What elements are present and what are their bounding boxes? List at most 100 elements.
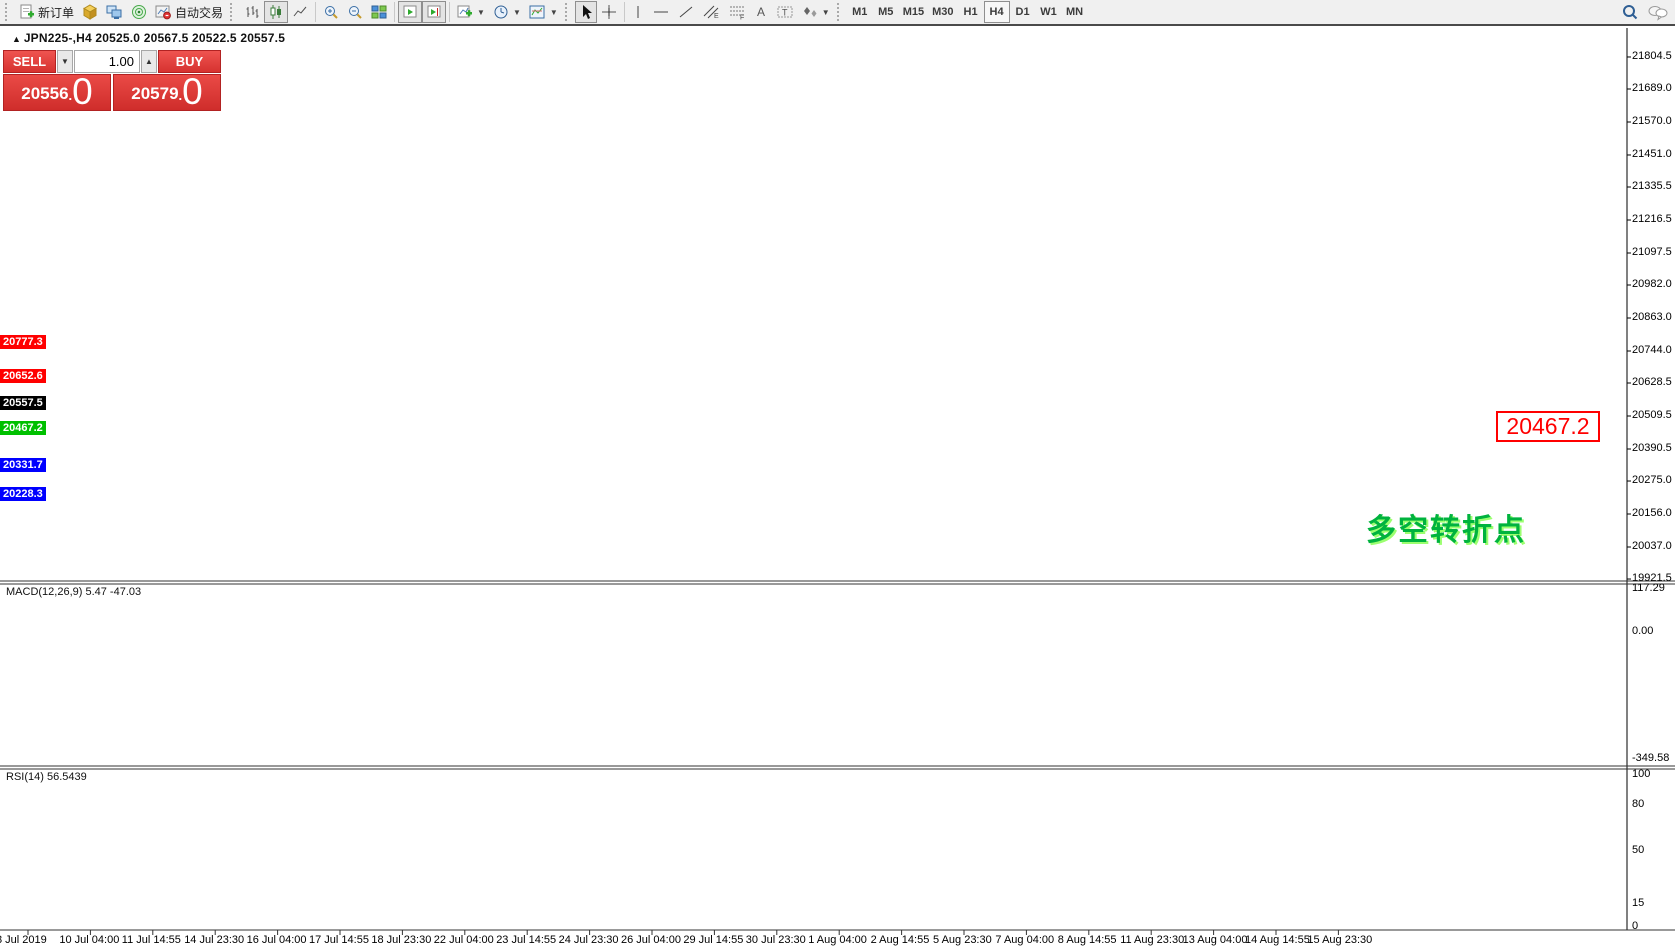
new-order-label: 新订单 xyxy=(38,5,75,20)
templates-icon xyxy=(529,4,546,20)
chart-title: ▲ JPN225-,H4 20525.0 20567.5 20522.5 205… xyxy=(12,31,285,45)
package-button[interactable] xyxy=(78,1,102,23)
price-axis-tick: 21451.0 xyxy=(1632,147,1672,160)
indicators-icon xyxy=(457,4,473,20)
indicators-button[interactable]: ▼ xyxy=(453,1,489,23)
time-axis-label: 17 Jul 14:55 xyxy=(309,934,369,946)
text-button[interactable]: A xyxy=(750,1,772,23)
chevron-down-icon: ▼ xyxy=(512,7,521,17)
toolbar-grip[interactable] xyxy=(230,3,237,21)
price-level-badge: 20467.2 xyxy=(0,420,46,435)
price-axis-tick: 20037.0 xyxy=(1632,539,1672,552)
rsi-axis-tick: 0 xyxy=(1632,920,1639,932)
tab-timeframe-w1[interactable]: W1 xyxy=(1036,1,1062,23)
candle-chart-button[interactable] xyxy=(264,1,289,23)
chevron-down-icon: ▼ xyxy=(549,7,558,17)
bar-chart-button[interactable] xyxy=(240,1,264,23)
tab-timeframe-d1[interactable]: D1 xyxy=(1010,1,1036,23)
new-order-button[interactable]: 新订单 xyxy=(15,1,78,23)
templates-button[interactable]: ▼ xyxy=(525,1,562,23)
price-axis-tick: 21216.5 xyxy=(1632,212,1672,225)
horizontal-line-button[interactable] xyxy=(648,1,674,23)
time-axis-label: 1 Aug 04:00 xyxy=(808,934,867,946)
volume-increase-button[interactable]: ▲ xyxy=(141,50,157,73)
channel-icon: E xyxy=(702,4,720,20)
trendline-button[interactable] xyxy=(674,1,698,23)
line-chart-icon xyxy=(292,4,308,20)
search-button[interactable] xyxy=(1617,1,1643,23)
pivot-text-annotation[interactable]: 多空转折点 xyxy=(1366,514,1526,547)
price-level-badge: 20652.6 xyxy=(0,369,46,384)
zoom-in-icon xyxy=(323,4,339,20)
time-axis-label: 14 Jul 23:30 xyxy=(184,934,245,946)
toolbar-grip[interactable] xyxy=(564,3,572,21)
tab-timeframe-m5[interactable]: M5 xyxy=(873,1,899,23)
volume-decrease-button[interactable]: ▼ xyxy=(57,50,73,73)
time-axis-label: 11 Aug 23:30 xyxy=(1120,934,1185,946)
price-axis-tick: 20744.0 xyxy=(1632,343,1672,356)
volume-input[interactable] xyxy=(74,50,140,73)
chart-title-text: JPN225-,H4 20525.0 20567.5 20522.5 20557… xyxy=(23,31,286,45)
rsi-indicator-label: RSI(14) 56.5439 xyxy=(6,771,87,783)
signal-button[interactable] xyxy=(127,1,151,23)
price-axis-tick: 19921.5 xyxy=(1632,572,1672,585)
autotrade-button[interactable]: 自动交易 xyxy=(151,1,227,23)
price-level-annotation[interactable]: 20467.2 xyxy=(1496,411,1600,442)
fibonacci-button[interactable]: F xyxy=(724,1,750,23)
buy-price-big-digit: 0 xyxy=(182,71,203,112)
time-axis-label: 29 Jul 14:55 xyxy=(683,934,744,946)
chevron-down-icon: ▼ xyxy=(821,7,830,17)
tab-timeframe-m30[interactable]: M30 xyxy=(928,1,957,23)
buy-button[interactable]: BUY xyxy=(158,50,221,73)
tab-timeframe-h4[interactable]: H4 xyxy=(983,1,1010,23)
cursor-button[interactable] xyxy=(574,1,597,23)
sell-price-big-digit: 0 xyxy=(72,71,93,112)
candle-chart-icon xyxy=(268,4,284,20)
text-icon: A xyxy=(754,4,768,20)
sell-button[interactable]: SELL xyxy=(3,50,56,73)
caret-down-icon: ▼ xyxy=(61,57,69,66)
time-axis-label: 18 Jul 23:30 xyxy=(371,934,432,946)
time-axis-label: 30 Jul 23:30 xyxy=(745,934,806,946)
tab-timeframe-m15[interactable]: M15 xyxy=(899,1,928,23)
crosshair-button[interactable] xyxy=(597,1,621,23)
price-axis-tick: 21804.5 xyxy=(1632,49,1672,62)
fibonacci-icon: F xyxy=(728,4,746,20)
time-axis-label: 13 Aug 04:00 xyxy=(1182,934,1248,946)
signal-icon xyxy=(131,4,147,20)
profile-previous-button[interactable] xyxy=(398,1,423,23)
vertical-line-button[interactable] xyxy=(628,1,648,23)
channel-button[interactable]: E xyxy=(698,1,724,23)
cursor-icon xyxy=(579,4,593,20)
arrows-button[interactable]: ▼ xyxy=(798,1,834,23)
terminals-button[interactable] xyxy=(102,1,127,23)
caret-up-icon: ▲ xyxy=(145,57,153,66)
terminals-icon xyxy=(106,4,123,20)
toolbar-grip[interactable] xyxy=(836,3,844,21)
buy-price-display[interactable]: 20579. 0 xyxy=(113,71,221,112)
zoom-in-button[interactable] xyxy=(319,1,343,23)
autotrade-label: 自动交易 xyxy=(175,5,224,20)
macd-axis-tick: -349.58 xyxy=(1632,752,1670,765)
line-chart-button[interactable] xyxy=(288,1,312,23)
sell-price-display[interactable]: 20556. 0 xyxy=(3,71,111,112)
price-axis-tick: 20628.5 xyxy=(1632,376,1672,388)
tab-timeframe-mn[interactable]: MN xyxy=(1062,1,1088,23)
chat-button[interactable] xyxy=(1643,1,1673,23)
toolbar-grip[interactable] xyxy=(5,3,12,21)
tab-timeframe-h1[interactable]: H1 xyxy=(958,1,984,23)
clock-icon xyxy=(493,4,509,20)
tile-windows-button[interactable] xyxy=(367,1,391,23)
periods-button[interactable]: ▼ xyxy=(489,1,525,23)
profile-next-button[interactable] xyxy=(422,1,447,23)
time-axis-label: 15 Aug 23:30 xyxy=(1307,934,1373,946)
tab-timeframe-m1[interactable]: M1 xyxy=(847,1,873,23)
time-axis-label: 24 Jul 23:30 xyxy=(558,934,619,946)
one-click-trading-panel: SELL ▼ ▲ BUY 20556.0 20579.0 xyxy=(3,50,221,111)
zoom-out-button[interactable] xyxy=(343,1,367,23)
time-axis-label: 7 Aug 04:00 xyxy=(995,934,1055,946)
price-axis-tick: 20863.0 xyxy=(1632,311,1672,323)
text-label-button[interactable]: T xyxy=(772,1,798,23)
